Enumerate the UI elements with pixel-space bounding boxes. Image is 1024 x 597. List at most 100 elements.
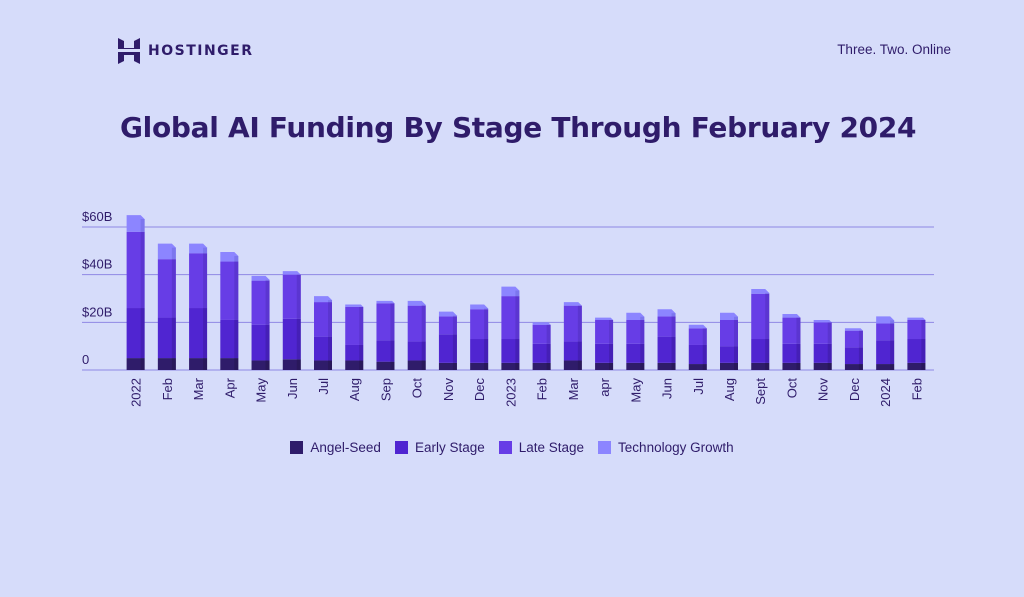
bar-segment-shade bbox=[515, 339, 520, 363]
chart-legend: Angel-Seed Early Stage Late Stage Techno… bbox=[0, 440, 1024, 455]
bar-segment-shade bbox=[140, 358, 145, 370]
bar-segment-late-stage bbox=[876, 323, 895, 341]
bar-segment-early-stage bbox=[282, 318, 301, 360]
x-tick-label: Feb bbox=[160, 378, 175, 400]
bar-segment-shade bbox=[265, 360, 270, 370]
bar-segment-angel-seed bbox=[751, 362, 770, 370]
bar-segment-shade bbox=[328, 336, 332, 361]
bar-segment-early-stage bbox=[688, 344, 707, 365]
bar-segment-angel-seed bbox=[189, 358, 208, 370]
bar-segment-angel-seed bbox=[376, 361, 395, 370]
bar-segment-late-stage bbox=[157, 259, 176, 318]
bar-segment-angel-seed bbox=[782, 362, 801, 370]
bar-segment-early-stage bbox=[813, 343, 832, 363]
legend-item-technology-growth: Technology Growth bbox=[598, 440, 734, 455]
bar-segment-shade bbox=[359, 344, 364, 361]
bar-segment-shade bbox=[390, 340, 395, 362]
bar-segment-technology-growth bbox=[532, 322, 551, 325]
bar-segment-shade bbox=[328, 300, 332, 303]
bar-segment-angel-seed bbox=[126, 358, 145, 370]
x-tick-label: Dec bbox=[472, 378, 487, 402]
bar-segment-shade bbox=[234, 261, 239, 320]
bar-segment-early-stage bbox=[220, 319, 239, 359]
bar-segment-early-stage bbox=[626, 343, 645, 363]
bar-segment-shade bbox=[921, 319, 926, 340]
bar-segment-shade bbox=[421, 304, 426, 306]
bar-segment-late-stage bbox=[532, 324, 551, 344]
bar-segment-angel-seed bbox=[282, 359, 301, 370]
bar-segment-shade bbox=[171, 259, 176, 318]
bar-segment-late-stage bbox=[407, 305, 426, 342]
bar-segment-technology-growth bbox=[813, 319, 832, 323]
bar-segment-early-stage bbox=[438, 334, 457, 363]
bar-segment-shade bbox=[390, 303, 395, 341]
bar-segment-angel-seed bbox=[907, 362, 926, 370]
bar-segment-angel-seed bbox=[438, 362, 457, 370]
bar-segment-angel-seed bbox=[813, 362, 832, 370]
bar-segment-technology-growth bbox=[345, 304, 364, 307]
bar-segment-shade bbox=[796, 343, 801, 363]
bar-segment-early-stage bbox=[782, 343, 801, 363]
x-tick-label: Feb bbox=[909, 378, 924, 400]
bar-segment-angel-seed bbox=[220, 358, 239, 370]
bar-segment-technology-growth bbox=[688, 324, 707, 329]
bar-segment-shade bbox=[234, 256, 239, 262]
bar-segment-shade bbox=[765, 292, 770, 294]
bar-segment-shade bbox=[827, 343, 832, 363]
bar-segment-early-stage bbox=[907, 339, 926, 363]
bar-segment-shade bbox=[702, 344, 707, 365]
x-tick-label: Nov bbox=[816, 378, 831, 402]
bar-segment-technology-growth bbox=[720, 312, 738, 320]
bar-segment-shade bbox=[140, 308, 145, 359]
page-title: Global AI Funding By Stage Through Febru… bbox=[120, 111, 917, 144]
x-tick-label: Feb bbox=[535, 378, 550, 400]
legend-item-early-stage: Early Stage bbox=[394, 440, 485, 455]
bar-segment-angel-seed bbox=[470, 362, 489, 370]
bar-segment-late-stage bbox=[501, 296, 520, 340]
bar-segment-late-stage bbox=[189, 253, 208, 309]
bar-segment-early-stage bbox=[720, 346, 738, 363]
bar-segment-angel-seed bbox=[251, 360, 270, 370]
bar-segment-early-stage bbox=[595, 343, 614, 363]
bar-segment-shade bbox=[858, 330, 863, 348]
bar-segment-shade bbox=[796, 362, 801, 370]
bar-segment-shade bbox=[671, 316, 676, 337]
legend-item-late-stage: Late Stage bbox=[498, 440, 584, 455]
bar-segment-shade bbox=[171, 247, 176, 260]
bar-segment-shade bbox=[609, 362, 614, 370]
bar-segment-shade bbox=[921, 339, 926, 363]
bar-segment-shade bbox=[359, 360, 364, 370]
y-tick-label: 0 bbox=[82, 352, 89, 367]
bar-segment-shade bbox=[765, 339, 770, 363]
bar-segment-late-stage bbox=[470, 309, 489, 340]
legend-label: Angel-Seed bbox=[310, 440, 381, 455]
bar-segment-shade bbox=[702, 328, 707, 345]
bar-segment-shade bbox=[671, 362, 676, 370]
x-tick-label: Aug bbox=[347, 378, 362, 401]
bar-segment-late-stage bbox=[782, 317, 801, 344]
bar-segment-shade bbox=[140, 231, 145, 309]
bar-segment-shade bbox=[890, 323, 895, 341]
bar-segment-technology-growth bbox=[189, 243, 208, 254]
bar-segment-angel-seed bbox=[314, 360, 332, 370]
bar-segment-angel-seed bbox=[595, 362, 614, 370]
bar-segment-shade bbox=[640, 319, 645, 344]
x-tick-label: Jun bbox=[285, 378, 300, 399]
x-tick-label: Jul bbox=[316, 378, 331, 395]
bar-segment-early-stage bbox=[563, 341, 582, 361]
legend-swatch bbox=[290, 441, 304, 454]
bar-segment-shade bbox=[515, 290, 520, 297]
bar-segment-technology-growth bbox=[251, 275, 270, 281]
bar-segment-late-stage bbox=[282, 274, 301, 319]
bar-segment-late-stage bbox=[314, 302, 332, 337]
bar-segment-shade bbox=[734, 362, 738, 370]
bar-segment-shade bbox=[546, 343, 551, 363]
legend-swatch bbox=[394, 441, 408, 454]
x-tick-label: Oct bbox=[784, 378, 799, 399]
y-tick-label: $40B bbox=[82, 257, 112, 272]
bar-segment-early-stage bbox=[157, 317, 176, 359]
bar-segment-shade bbox=[390, 361, 395, 370]
bar-segment-angel-seed bbox=[720, 362, 738, 370]
bar-segment-late-stage bbox=[376, 303, 395, 341]
bar-segment-early-stage bbox=[532, 343, 551, 363]
